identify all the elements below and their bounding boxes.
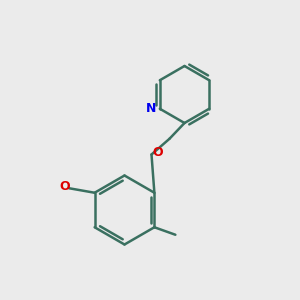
- Text: O: O: [153, 146, 164, 160]
- Text: O: O: [59, 180, 70, 193]
- Text: N: N: [146, 102, 157, 115]
